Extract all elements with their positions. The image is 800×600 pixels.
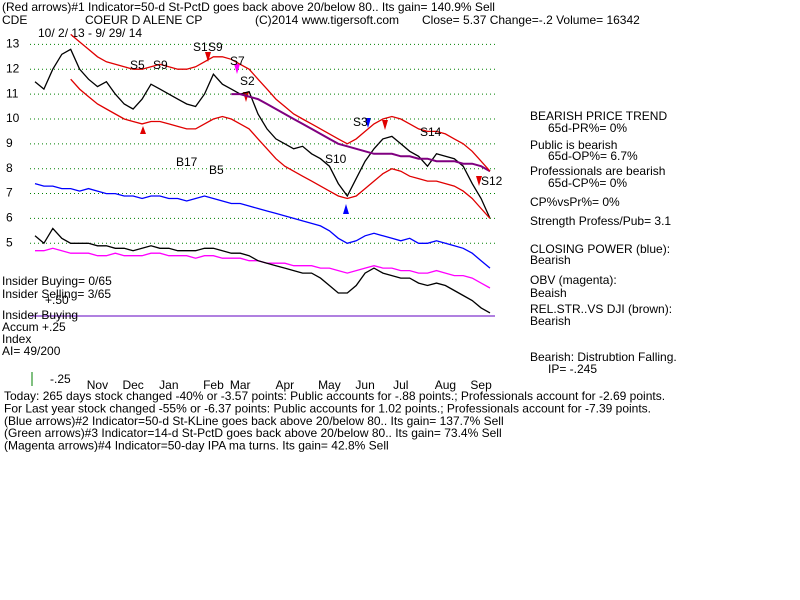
signal-label: S10: [325, 152, 347, 166]
panel-text: OBV (magenta):: [530, 273, 617, 287]
panel-text: 65d-OP%= 6.7%: [548, 149, 638, 163]
panel-text: 65d-PR%= 0%: [548, 121, 627, 135]
insider-text: Accum +.25: [2, 320, 66, 334]
insider-text: -.25: [50, 372, 71, 386]
series-line: [231, 93, 491, 173]
insider-text: Insider Selling= 3/65: [2, 287, 111, 301]
panel-text: CP%vsPr%= 0%: [530, 195, 620, 209]
panel-text: Beaish: [530, 286, 567, 300]
insider-text: Insider Buying: [2, 308, 78, 322]
x-tick-label: Nov: [87, 378, 108, 392]
y-tick-label: 6: [6, 211, 13, 225]
series-line: [70, 78, 491, 219]
arrow: [365, 118, 371, 128]
footer-text: (Blue arrows)#2 Indicator=50-d St-KLine …: [4, 414, 504, 428]
footer-text: For Last year stock changed -55% or -6.3…: [4, 401, 651, 415]
signal-label: S9: [153, 58, 168, 72]
y-tick-label: 9: [6, 136, 13, 150]
series-line: [70, 33, 491, 172]
signal-label: S3: [353, 115, 368, 129]
footer-text: (Green arrows)#3 Indicator=14-d St-PctD …: [4, 426, 502, 440]
series-line: [34, 227, 491, 314]
signal-label: B17: [176, 155, 198, 169]
insider-text: Insider Buying= 0/65: [2, 274, 112, 288]
arrow: [140, 126, 146, 134]
series-line: [34, 48, 491, 219]
arrow: [382, 120, 388, 130]
x-tick-label: May: [318, 378, 341, 392]
panel-text: Bearish: [530, 314, 571, 328]
arrow: [476, 176, 482, 186]
date-range: 10/ 2/ 13 - 9/ 29/ 14: [38, 26, 142, 40]
x-tick-label: Jan: [159, 378, 178, 392]
footer-text: Today: 265 days stock changed -40% or -3…: [4, 389, 665, 403]
arrow: [205, 52, 211, 62]
y-tick-label: 13: [6, 37, 20, 51]
y-tick-label: 7: [6, 186, 13, 200]
y-tick-label: 11: [6, 86, 19, 100]
chart-title: (Red arrows)#1 Indicator=50-d St-PctD go…: [2, 0, 495, 14]
panel-text: IP= -.245: [548, 362, 597, 376]
signal-label: S9: [208, 40, 223, 54]
signal-label: S14: [420, 125, 442, 139]
y-tick-label: 8: [6, 161, 13, 175]
company: COEUR D ALENE CP: [85, 13, 202, 27]
insider-text: +.50: [45, 293, 69, 307]
panel-text: 65d-CP%= 0%: [548, 176, 627, 190]
panel-text: Professionals are bearish: [530, 164, 665, 178]
signal-label: S5: [130, 58, 145, 72]
signal-label: S1: [193, 40, 208, 54]
signal-label: S7: [230, 54, 245, 68]
panel-text: BEARISH PRICE TREND: [530, 109, 667, 123]
signal-label: S2: [240, 74, 255, 88]
y-tick-label: 5: [6, 235, 13, 249]
insider-text: AI= 49/200: [2, 344, 61, 358]
panel-text: CLOSING POWER (blue):: [530, 242, 670, 256]
x-tick-label: Jun: [355, 378, 374, 392]
quote: Close= 5.37 Change=-.2 Volume= 16342: [422, 13, 640, 27]
signal-label: S12: [481, 174, 503, 188]
x-tick-label: Jul: [393, 378, 408, 392]
y-tick-label: 12: [6, 61, 20, 75]
arrow: [234, 64, 240, 74]
signal-label: B5: [209, 163, 224, 177]
panel-text: Bearish: Distrubtion Falling.: [530, 350, 677, 364]
x-tick-label: Feb: [203, 378, 224, 392]
copyright: (C)2014 www.tigersoft.com: [255, 13, 399, 27]
ticker: CDE: [2, 13, 27, 27]
x-tick-label: Aug: [435, 378, 456, 392]
insider-text: Index: [2, 332, 31, 346]
panel-text: Public is bearish: [530, 138, 617, 152]
y-tick-label: 10: [6, 111, 20, 125]
footer-text: (Magenta arrows)#4 Indicator=50-day IPA …: [4, 438, 389, 452]
arrow: [343, 204, 349, 214]
panel-text: REL.STR..VS DJI (brown):: [530, 302, 672, 316]
x-tick-label: Sep: [470, 378, 492, 392]
x-tick-label: Apr: [275, 378, 294, 392]
panel-text: Bearish: [530, 253, 571, 267]
x-tick-label: Mar: [230, 378, 251, 392]
x-tick-label: Dec: [122, 378, 143, 392]
panel-text: Strength Profess/Pub= 3.1: [530, 214, 671, 228]
series-line: [34, 182, 491, 269]
